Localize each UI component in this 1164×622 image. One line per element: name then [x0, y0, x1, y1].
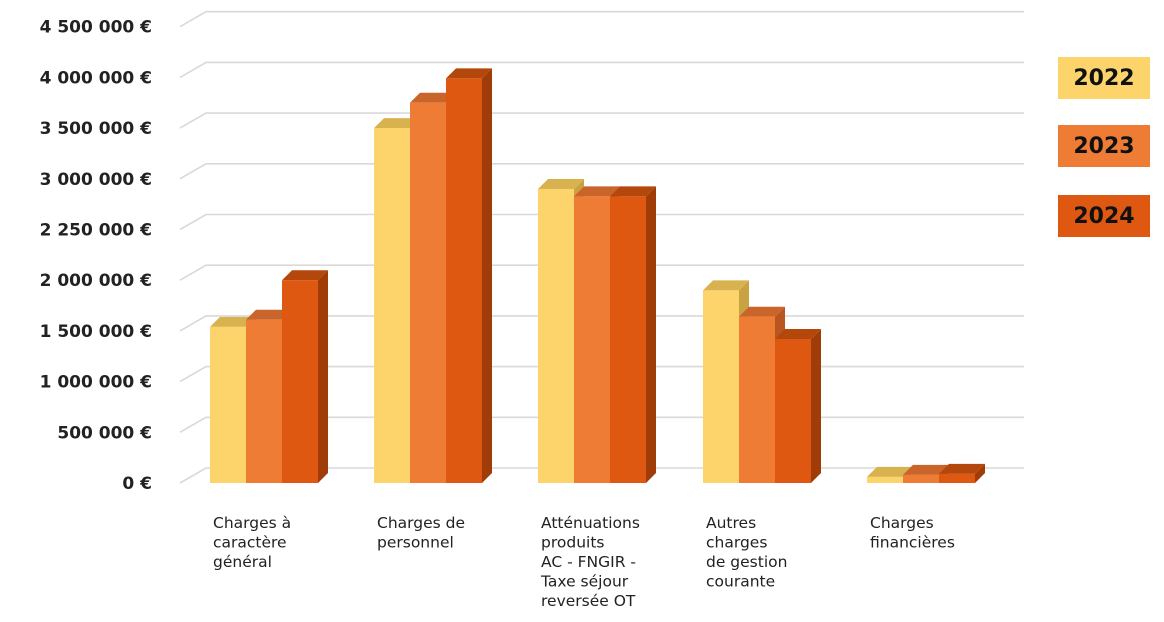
x-category-label-4: Autres charges de gestion courante	[706, 514, 787, 591]
gridline	[179, 10, 1024, 28]
y-axis-tick-labels: 0 € 500 000 € 1 000 000 € 1 500 000 € 2 000 …	[40, 18, 152, 494]
y-tick-label: 1 500 000 €	[40, 322, 152, 342]
bar-2024-category-3	[610, 186, 656, 483]
x-category-label-3: Atténuations produits AC - FNGIR -Taxe séj…	[540, 514, 640, 610]
y-tick-label: 2 000 000 €	[40, 271, 152, 291]
y-tick-label: 500 000 €	[57, 423, 152, 443]
legend-label: 2022	[1073, 65, 1135, 91]
gridline	[179, 163, 1024, 180]
legend-item-2022: 2022	[1058, 57, 1150, 99]
legend-item-2024: 2024	[1058, 195, 1150, 237]
bar-2024-category-1	[282, 270, 328, 483]
gridline	[179, 61, 1024, 79]
bar-2024-category-5	[939, 463, 985, 483]
y-tick-label: 3 000 000 €	[40, 170, 152, 190]
x-axis-category-labels: Charges à caractère général Charges de perso…	[213, 514, 955, 610]
y-tick-label: 1 000 000 €	[40, 373, 152, 393]
gridline	[179, 112, 1024, 129]
legend-label: 2023	[1073, 133, 1135, 159]
y-tick-label: 3 500 000 €	[40, 119, 152, 139]
y-tick-label: 4 000 000 €	[40, 68, 152, 88]
legend-item-2023: 2023	[1058, 125, 1150, 167]
x-category-label-2: Charges de personnel	[377, 514, 465, 552]
y-tick-label: 2 250 000 €	[40, 221, 152, 241]
y-tick-label: 4 500 000 €	[40, 18, 152, 38]
x-category-label-1: Charges à caractère général	[213, 514, 291, 571]
gridlines	[179, 10, 1024, 484]
bar-2024-category-4	[775, 329, 821, 483]
legend-label: 2024	[1073, 203, 1135, 229]
gridline	[179, 213, 1024, 231]
x-category-label-5: Charges financières	[870, 514, 955, 552]
bar-2024-category-2	[446, 68, 492, 483]
y-tick-label: 0 €	[122, 474, 152, 494]
gridline	[179, 264, 1024, 281]
bars	[210, 68, 985, 483]
